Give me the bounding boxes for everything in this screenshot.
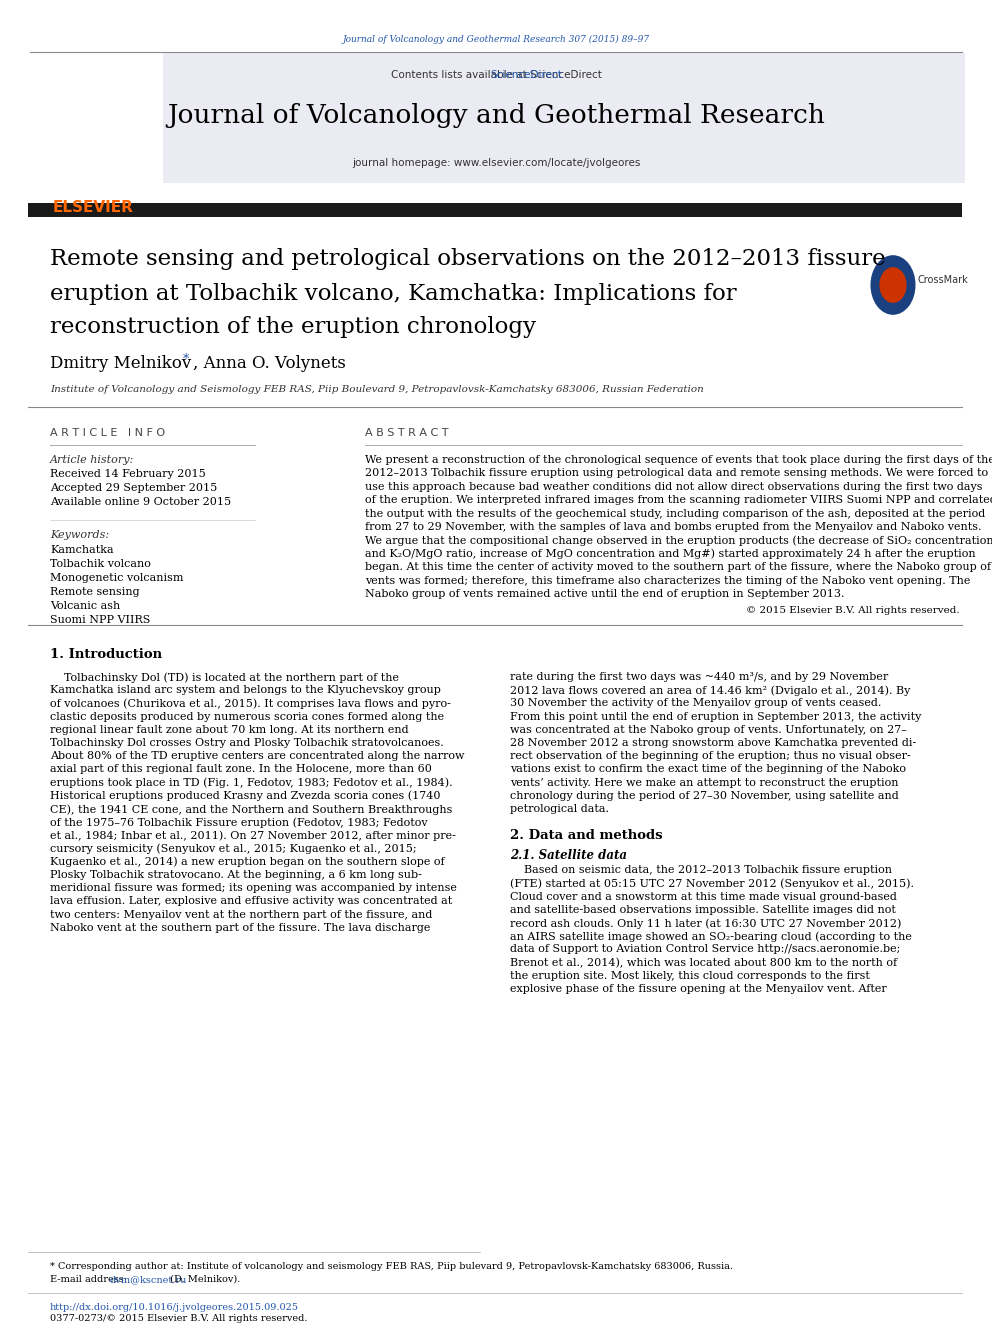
Text: (FTE) started at 05:15 UTC 27 November 2012 (Senyukov et al., 2015).: (FTE) started at 05:15 UTC 27 November 2… <box>510 878 914 889</box>
Text: Keywords:: Keywords: <box>50 531 109 540</box>
Text: Tolbachinsky Dol crosses Ostry and Plosky Tolbachik stratovolcanoes.: Tolbachinsky Dol crosses Ostry and Plosk… <box>50 738 443 747</box>
Text: regional linear fault zone about 70 km long. At its northern end: regional linear fault zone about 70 km l… <box>50 725 409 734</box>
Text: clastic deposits produced by numerous scoria cones formed along the: clastic deposits produced by numerous sc… <box>50 712 444 721</box>
Text: axial part of this regional fault zone. In the Holocene, more than 60: axial part of this regional fault zone. … <box>50 765 432 774</box>
Text: and K₂O/MgO ratio, increase of MgO concentration and Mg#) started approximately : and K₂O/MgO ratio, increase of MgO conce… <box>365 549 975 560</box>
Text: Suomi NPP VIIRS: Suomi NPP VIIRS <box>50 615 151 624</box>
Text: 0377-0273/© 2015 Elsevier B.V. All rights reserved.: 0377-0273/© 2015 Elsevier B.V. All right… <box>50 1314 308 1323</box>
Text: dvm@kscnet.ru: dvm@kscnet.ru <box>110 1275 187 1285</box>
Text: Kugaenko et al., 2014) a new eruption began on the southern slope of: Kugaenko et al., 2014) a new eruption be… <box>50 857 444 868</box>
Text: Historical eruptions produced Krasny and Zvezda scoria cones (1740: Historical eruptions produced Krasny and… <box>50 791 440 802</box>
Text: Tolbachinsky Dol (TD) is located at the northern part of the: Tolbachinsky Dol (TD) is located at the … <box>50 672 399 683</box>
Text: 2012 lava flows covered an area of 14.46 km² (Dvigalo et al., 2014). By: 2012 lava flows covered an area of 14.46… <box>510 685 911 696</box>
Text: Plosky Tolbachik stratovocano. At the beginning, a 6 km long sub-: Plosky Tolbachik stratovocano. At the be… <box>50 871 422 880</box>
Text: Journal of Volcanology and Geothermal Research: Journal of Volcanology and Geothermal Re… <box>167 103 825 128</box>
Text: 2012–2013 Tolbachik fissure eruption using petrological data and remote sensing : 2012–2013 Tolbachik fissure eruption usi… <box>365 468 988 479</box>
Text: from 27 to 29 November, with the samples of lava and bombs erupted from the Meny: from 27 to 29 November, with the samples… <box>365 523 981 532</box>
Text: began. At this time the center of activity moved to the southern part of the fis: began. At this time the center of activi… <box>365 562 991 573</box>
Text: vations exist to confirm the exact time of the beginning of the Naboko: vations exist to confirm the exact time … <box>510 765 906 774</box>
Text: (D. Melnikov).: (D. Melnikov). <box>167 1275 240 1285</box>
Text: of the eruption. We interpreted infrared images from the scanning radiometer VII: of the eruption. We interpreted infrared… <box>365 495 992 505</box>
Text: record ash clouds. Only 11 h later (at 16:30 UTC 27 November 2012): record ash clouds. Only 11 h later (at 1… <box>510 918 902 929</box>
Circle shape <box>880 267 906 302</box>
Text: use this approach because bad weather conditions did not allow direct observatio: use this approach because bad weather co… <box>365 482 982 492</box>
Text: the eruption site. Most likely, this cloud corresponds to the first: the eruption site. Most likely, this clo… <box>510 971 870 980</box>
Text: lava effusion. Later, explosive and effusive activity was concentrated at: lava effusion. Later, explosive and effu… <box>50 897 452 906</box>
Text: of volcanoes (Churikova et al., 2015). It comprises lava flows and pyro-: of volcanoes (Churikova et al., 2015). I… <box>50 699 451 709</box>
Text: http://dx.doi.org/10.1016/j.jvolgeores.2015.09.025: http://dx.doi.org/10.1016/j.jvolgeores.2… <box>50 1303 299 1312</box>
Text: two centers: Menyailov vent at the northern part of the fissure, and: two centers: Menyailov vent at the north… <box>50 910 433 919</box>
Text: 28 November 2012 a strong snowstorm above Kamchatka prevented di-: 28 November 2012 a strong snowstorm abov… <box>510 738 917 747</box>
Text: Naboko group of vents remained active until the end of eruption in September 201: Naboko group of vents remained active un… <box>365 589 844 599</box>
Text: Cloud cover and a snowstorm at this time made visual ground-based: Cloud cover and a snowstorm at this time… <box>510 892 897 901</box>
Text: Contents lists available at ScienceDirect: Contents lists available at ScienceDirec… <box>391 70 601 79</box>
Text: © 2015 Elsevier B.V. All rights reserved.: © 2015 Elsevier B.V. All rights reserved… <box>746 606 960 615</box>
Text: Article history:: Article history: <box>50 455 134 464</box>
Text: 30 November the activity of the Menyailov group of vents ceased.: 30 November the activity of the Menyailo… <box>510 699 881 708</box>
Text: Available online 9 October 2015: Available online 9 October 2015 <box>50 497 231 507</box>
Text: * Corresponding author at: Institute of volcanology and seismology FEB RAS, Piip: * Corresponding author at: Institute of … <box>50 1262 733 1271</box>
Text: Based on seismic data, the 2012–2013 Tolbachik fissure eruption: Based on seismic data, the 2012–2013 Tol… <box>510 865 892 876</box>
Bar <box>28 202 962 217</box>
Text: Received 14 February 2015: Received 14 February 2015 <box>50 468 205 479</box>
Text: petrological data.: petrological data. <box>510 804 609 814</box>
Text: Kamchatka island arc system and belongs to the Klyuchevskoy group: Kamchatka island arc system and belongs … <box>50 685 440 695</box>
Text: reconstruction of the eruption chronology: reconstruction of the eruption chronolog… <box>50 316 536 337</box>
Text: chronology during the period of 27–30 November, using satellite and: chronology during the period of 27–30 No… <box>510 791 899 800</box>
Text: meridional fissure was formed; its opening was accompanied by intense: meridional fissure was formed; its openi… <box>50 884 457 893</box>
Text: E-mail address:: E-mail address: <box>50 1275 130 1285</box>
Text: Volcanic ash: Volcanic ash <box>50 601 120 611</box>
Text: Tolbachik volcano: Tolbachik volcano <box>50 560 151 569</box>
Text: rect observation of the beginning of the eruption; thus no visual obser-: rect observation of the beginning of the… <box>510 751 911 761</box>
Text: CrossMark: CrossMark <box>918 275 969 284</box>
Text: We argue that the compositional change observed in the eruption products (the de: We argue that the compositional change o… <box>365 536 992 546</box>
Text: 1. Introduction: 1. Introduction <box>50 648 162 662</box>
Text: A B S T R A C T: A B S T R A C T <box>365 429 448 438</box>
Text: and satellite-based observations impossible. Satellite images did not: and satellite-based observations impossi… <box>510 905 896 914</box>
Text: ScienceDirect: ScienceDirect <box>490 70 561 79</box>
Text: Remote sensing and petrological observations on the 2012–2013 fissure: Remote sensing and petrological observat… <box>50 247 886 270</box>
Text: 2.1. Satellite data: 2.1. Satellite data <box>510 849 627 863</box>
Text: A R T I C L E   I N F O: A R T I C L E I N F O <box>50 429 165 438</box>
Text: Journal of Volcanology and Geothermal Research 307 (2015) 89–97: Journal of Volcanology and Geothermal Re… <box>342 34 650 44</box>
Text: explosive phase of the fissure opening at the Menyailov vent. After: explosive phase of the fissure opening a… <box>510 984 887 994</box>
Text: the output with the results of the geochemical study, including comparison of th: the output with the results of the geoch… <box>365 508 985 519</box>
Text: Monogenetic volcanism: Monogenetic volcanism <box>50 573 184 583</box>
Circle shape <box>871 255 915 314</box>
Text: Brenot et al., 2014), which was located about 800 km to the north of: Brenot et al., 2014), which was located … <box>510 958 897 968</box>
Text: Kamchatka: Kamchatka <box>50 545 114 556</box>
Text: Institute of Volcanology and Seismology FEB RAS, Piip Boulevard 9, Petropavlovsk: Institute of Volcanology and Seismology … <box>50 385 703 394</box>
Text: CE), the 1941 CE cone, and the Northern and Southern Breakthroughs: CE), the 1941 CE cone, and the Northern … <box>50 804 452 815</box>
Text: Accepted 29 September 2015: Accepted 29 September 2015 <box>50 483 217 493</box>
Text: Naboko vent at the southern part of the fissure. The lava discharge: Naboko vent at the southern part of the … <box>50 923 431 933</box>
Text: We present a reconstruction of the chronological sequence of events that took pl: We present a reconstruction of the chron… <box>365 455 992 464</box>
Text: et al., 1984; Inbar et al., 2011). On 27 November 2012, after minor pre-: et al., 1984; Inbar et al., 2011). On 27… <box>50 831 456 841</box>
Bar <box>163 53 965 183</box>
Text: of the 1975–76 Tolbachik Fissure eruption (Fedotov, 1983; Fedotov: of the 1975–76 Tolbachik Fissure eruptio… <box>50 818 428 828</box>
Text: *: * <box>183 353 189 366</box>
Text: an AIRS satellite image showed an SO₂-bearing cloud (according to the: an AIRS satellite image showed an SO₂-be… <box>510 931 912 942</box>
Text: vents’ activity. Here we make an attempt to reconstruct the eruption: vents’ activity. Here we make an attempt… <box>510 778 899 787</box>
Text: From this point until the end of eruption in September 2013, the activity: From this point until the end of eruptio… <box>510 712 922 721</box>
Text: eruptions took place in TD (Fig. 1, Fedotov, 1983; Fedotov et al., 1984).: eruptions took place in TD (Fig. 1, Fedo… <box>50 778 452 789</box>
Text: , Anna O. Volynets: , Anna O. Volynets <box>193 355 346 372</box>
Text: rate during the first two days was ~440 m³/s, and by 29 November: rate during the first two days was ~440 … <box>510 672 888 681</box>
Text: cursory seismicity (Senyukov et al., 2015; Kugaenko et al., 2015;: cursory seismicity (Senyukov et al., 201… <box>50 844 417 855</box>
Text: 2. Data and methods: 2. Data and methods <box>510 830 663 843</box>
Text: ELSEVIER: ELSEVIER <box>53 200 134 216</box>
Text: vents was formed; therefore, this timeframe also characterizes the timing of the: vents was formed; therefore, this timefr… <box>365 576 970 586</box>
Text: was concentrated at the Naboko group of vents. Unfortunately, on 27–: was concentrated at the Naboko group of … <box>510 725 907 734</box>
Text: eruption at Tolbachik volcano, Kamchatka: Implications for: eruption at Tolbachik volcano, Kamchatka… <box>50 283 737 306</box>
Text: About 80% of the TD eruptive centers are concentrated along the narrow: About 80% of the TD eruptive centers are… <box>50 751 464 761</box>
Text: Dmitry Melnikov: Dmitry Melnikov <box>50 355 191 372</box>
Text: journal homepage: www.elsevier.com/locate/jvolgeores: journal homepage: www.elsevier.com/locat… <box>352 157 640 168</box>
Text: Remote sensing: Remote sensing <box>50 587 140 597</box>
Text: data of Support to Aviation Control Service http://sacs.aeronomie.be;: data of Support to Aviation Control Serv… <box>510 945 901 954</box>
